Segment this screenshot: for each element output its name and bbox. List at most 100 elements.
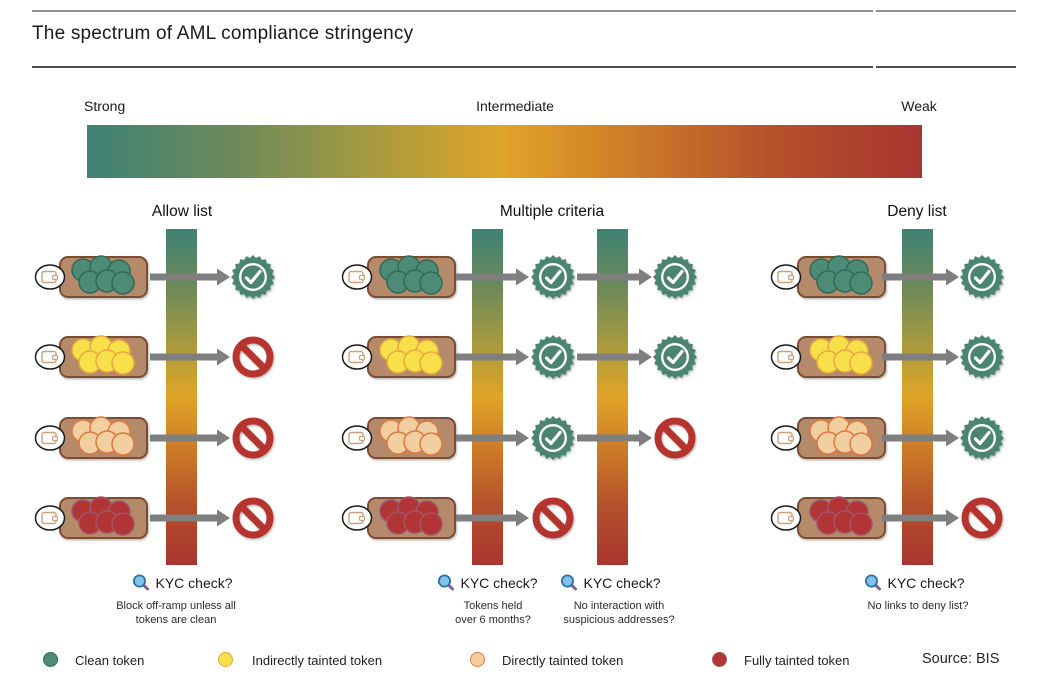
title-rule-left (32, 66, 873, 68)
token-coin-fully-tainted (419, 512, 443, 536)
magnifier-icon (132, 574, 149, 591)
token-tray-fully-tainted (367, 496, 456, 539)
wallet-icon (770, 425, 802, 451)
flow-arrow (150, 429, 230, 447)
criterion-description: Tokens held over 6 months? (455, 600, 531, 626)
token-coin-indirectly-tainted (111, 351, 135, 375)
flow-arrow (150, 348, 230, 366)
token-coin-directly-tainted (849, 432, 873, 456)
flow-arrow (882, 429, 959, 447)
approved-seal-icon (531, 416, 575, 460)
token-tray-clean (797, 255, 886, 298)
approved-seal-icon (653, 335, 697, 379)
flow-arrow (882, 509, 959, 527)
token-coin-indirectly-tainted (849, 351, 873, 375)
wallet-icon (770, 505, 802, 531)
kyc-check-label: KYC check? (559, 573, 661, 592)
approved-seal-icon (231, 255, 275, 299)
token-tray-fully-tainted (797, 496, 886, 539)
flow-arrow (456, 268, 529, 286)
criterion-description: No links to deny list? (867, 600, 969, 612)
spectrum-label-weak: Weak (901, 98, 937, 114)
legend-dot-directly-tainted (470, 652, 485, 667)
legend-dot-indirectly-tainted (218, 652, 233, 667)
rejected-prohibition-icon (232, 336, 274, 378)
rejected-prohibition-icon (654, 417, 696, 459)
approved-seal-icon (960, 335, 1004, 379)
token-coin-clean (849, 271, 873, 295)
legend-dot-fully-tainted (712, 652, 727, 667)
figure-title: The spectrum of AML compliance stringenc… (32, 23, 414, 44)
flow-arrow (456, 348, 529, 366)
kyc-check-label: KYC check? (131, 573, 233, 592)
magnifier-icon (437, 574, 454, 591)
spectrum-label-intermediate: Intermediate (476, 98, 554, 114)
wallet-icon (34, 344, 66, 370)
legend-label-fully-tainted: Fully tainted token (744, 653, 850, 668)
token-coin-indirectly-tainted (419, 351, 443, 375)
criterion-gradient-bar (472, 229, 503, 565)
token-tray-fully-tainted (59, 496, 148, 539)
rejected-prohibition-icon (232, 417, 274, 459)
token-tray-indirectly-tainted (797, 335, 886, 378)
kyc-check-text: KYC check? (155, 574, 233, 591)
token-coin-clean (419, 271, 443, 295)
wallet-icon (341, 264, 373, 290)
section-header-multiple-criteria: Multiple criteria (499, 203, 605, 220)
legend-label-indirectly-tainted: Indirectly tainted token (252, 653, 383, 668)
source-label: Source: BIS (922, 651, 1000, 667)
token-tray-directly-tainted (59, 416, 148, 459)
kyc-check-text: KYC check? (583, 574, 661, 591)
token-tray-indirectly-tainted (367, 335, 456, 378)
flow-arrow (577, 348, 652, 366)
section-header-allow-list: Allow list (151, 203, 213, 220)
approved-seal-icon (960, 416, 1004, 460)
kyc-check-text: KYC check? (887, 574, 965, 591)
flow-arrow (456, 429, 529, 447)
token-tray-indirectly-tainted (59, 335, 148, 378)
wallet-icon (341, 425, 373, 451)
token-tray-directly-tainted (367, 416, 456, 459)
flow-arrow (882, 268, 959, 286)
stringency-gradient-bar (87, 125, 922, 178)
wallet-icon (341, 344, 373, 370)
title-rule-right (876, 66, 1016, 68)
top-rule-left (32, 10, 873, 12)
magnifier-icon (864, 574, 881, 591)
token-coin-clean (111, 271, 135, 295)
approved-seal-icon (531, 255, 575, 299)
rejected-prohibition-icon (961, 497, 1003, 539)
kyc-check-text: KYC check? (460, 574, 538, 591)
top-rule-right (876, 10, 1016, 12)
rejected-prohibition-icon (232, 497, 274, 539)
wallet-icon (341, 505, 373, 531)
flow-arrow (150, 268, 230, 286)
token-coin-directly-tainted (111, 432, 135, 456)
approved-seal-icon (960, 255, 1004, 299)
token-coin-fully-tainted (849, 512, 873, 536)
wallet-icon (770, 264, 802, 290)
criterion-description: No interaction with suspicious addresses… (563, 600, 675, 626)
criterion-gradient-bar (597, 229, 628, 565)
flow-arrow (882, 348, 959, 366)
token-tray-clean (59, 255, 148, 298)
section-header-deny-list: Deny list (887, 203, 947, 220)
token-coin-directly-tainted (419, 432, 443, 456)
wallet-icon (34, 264, 66, 290)
legend-label-directly-tainted: Directly tainted token (502, 653, 624, 668)
criterion-description: Block off-ramp unless all tokens are cle… (116, 600, 236, 626)
wallet-icon (770, 344, 802, 370)
flow-arrow (456, 509, 529, 527)
criterion-gradient-bar (902, 229, 933, 565)
kyc-check-label: KYC check? (436, 573, 538, 592)
magnifier-icon (560, 574, 577, 591)
spectrum-label-strong: Strong (84, 98, 126, 114)
flow-arrow (577, 268, 652, 286)
legend-label-clean: Clean token (75, 653, 145, 668)
approved-seal-icon (531, 335, 575, 379)
token-coin-fully-tainted (111, 512, 135, 536)
flow-arrow (577, 429, 652, 447)
flow-arrow (150, 509, 230, 527)
wallet-icon (34, 505, 66, 531)
